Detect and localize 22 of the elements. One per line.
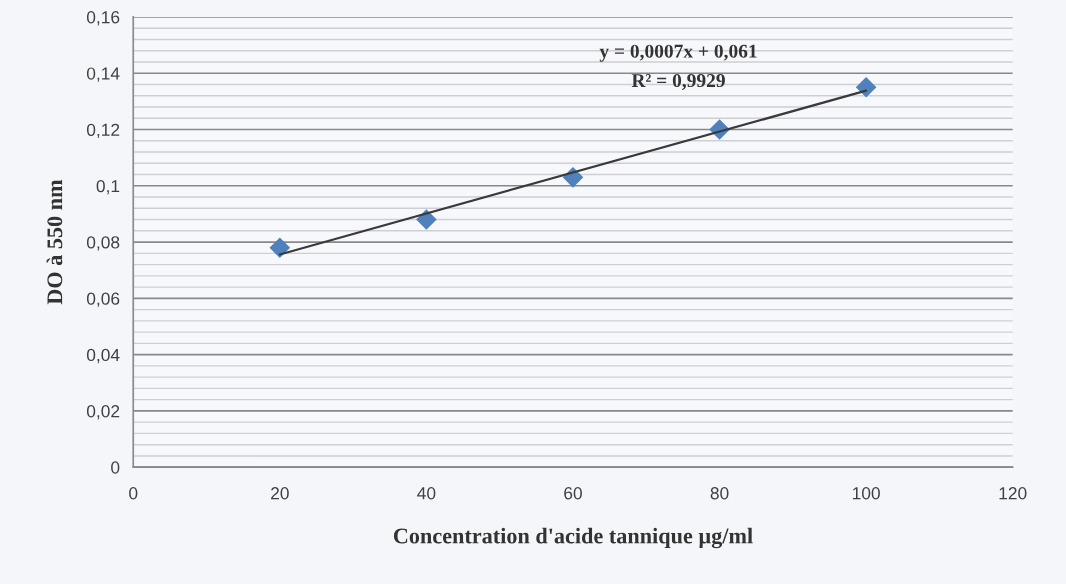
y-axis-title: DO à 550 nm [46, 179, 63, 305]
y-tick-label: 0,02 [86, 405, 120, 420]
annotation: R² = 0,9929 [631, 73, 725, 90]
y-tick-label: 0,16 [86, 11, 120, 26]
x-axis-title: Concentration d'acide tannique µg/ml [393, 527, 753, 549]
y-tick-label: 0,06 [86, 292, 120, 307]
x-tick-label: 40 [417, 487, 436, 500]
y-tick-label: 0,08 [86, 236, 120, 251]
x-tick-label: 60 [564, 487, 582, 500]
y-tick-label: 0 [111, 461, 120, 474]
y-tick-label: 0,1 [96, 179, 120, 195]
y-tick-label: 0,04 [86, 348, 120, 364]
annotation: y = 0,0007x + 0,061 [599, 44, 757, 62]
x-tick-label: 80 [710, 487, 729, 500]
x-tick-label: 20 [271, 487, 289, 500]
x-tick-label: 0 [129, 487, 138, 500]
y-tick-label: 0,12 [86, 123, 120, 139]
point [269, 237, 291, 258]
x-tick-label: 100 [852, 487, 880, 500]
point [855, 76, 877, 98]
y-tick-label: 0,14 [86, 67, 120, 82]
x-tick-label: 120 [999, 487, 1027, 500]
